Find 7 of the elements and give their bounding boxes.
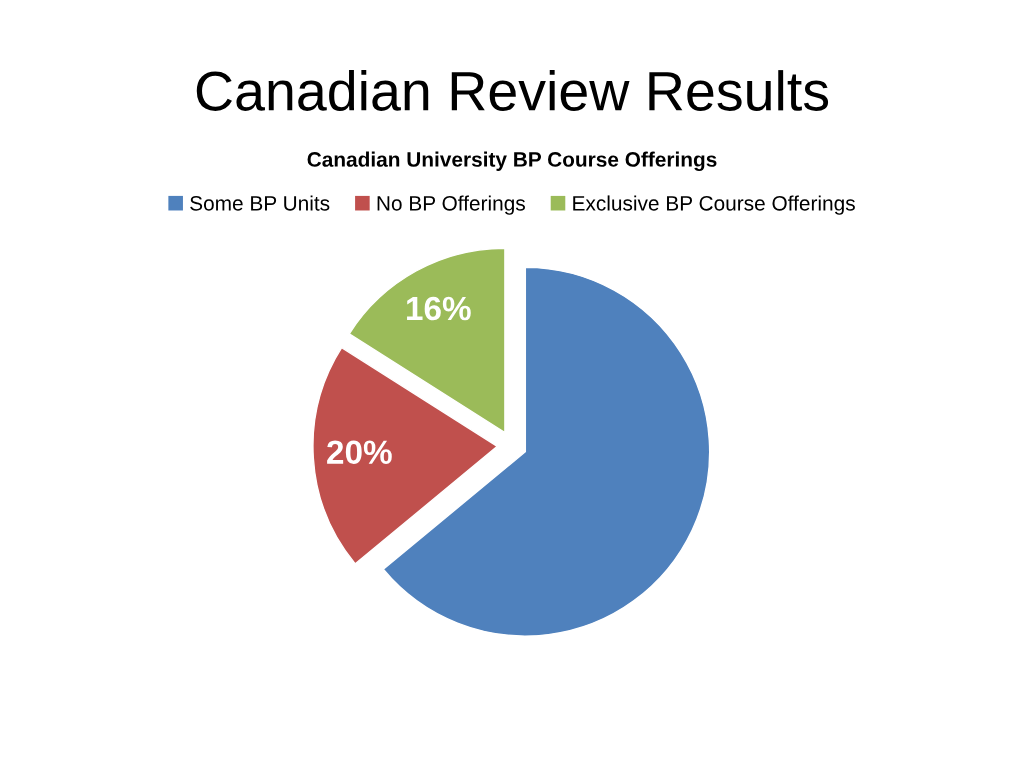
legend-label: No BP Offerings bbox=[377, 195, 525, 215]
legend-label: Exclusive BP Course Offerings bbox=[573, 195, 855, 215]
chart-title: Canadian Review Results bbox=[196, 70, 829, 111]
data-label: 20% bbox=[327, 440, 392, 464]
data-label: 16% bbox=[407, 296, 471, 321]
chart-subtitle: Canadian University BP Course Offerings bbox=[307, 151, 717, 172]
legend-label: Some BP Units bbox=[190, 195, 330, 211]
